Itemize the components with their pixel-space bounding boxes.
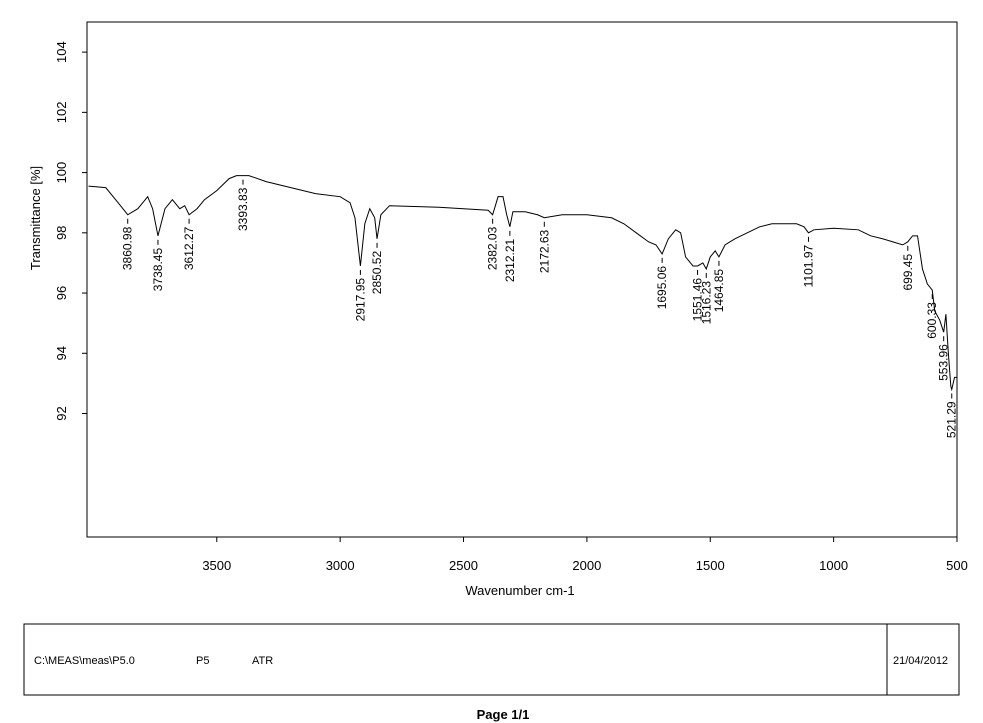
y-tick-label: 92: [54, 406, 69, 420]
x-tick-label: 1500: [696, 558, 725, 573]
x-axis-label: Wavenumber cm-1: [465, 583, 574, 598]
x-tick-label: 3500: [202, 558, 231, 573]
x-tick-label: 2500: [449, 558, 478, 573]
peak-label: 699.45: [901, 254, 915, 291]
peak-label: 1101.97: [801, 245, 815, 288]
mode: ATR: [252, 655, 273, 667]
peak-label: 521.29: [945, 401, 959, 438]
y-tick-label: 100: [54, 162, 69, 184]
peak-label: 2917.95: [353, 278, 367, 322]
y-tick-label: 96: [54, 286, 69, 300]
peak-label: 600.33: [925, 302, 939, 339]
x-tick-label: 2000: [572, 558, 601, 573]
y-tick-label: 98: [54, 226, 69, 240]
x-tick-label: 1000: [819, 558, 848, 573]
peak-label: 3738.45: [151, 248, 165, 292]
x-tick-label: 3000: [326, 558, 355, 573]
peak-label: 553.96: [937, 344, 951, 381]
x-tick-label: 500: [946, 558, 968, 573]
peak-label: 1464.85: [712, 269, 726, 313]
peak-label: 1516.23: [699, 281, 713, 325]
file-path: C:\MEAS\meas\P5.0: [34, 655, 135, 667]
peak-label: 2850.52: [370, 251, 384, 295]
page-number: Page 1/1: [477, 707, 530, 722]
peak-label: 2312.21: [503, 238, 517, 282]
y-axis-label: Transmittance [%]: [28, 166, 43, 270]
peak-label: 1695.06: [655, 266, 669, 310]
sample: P5: [196, 655, 209, 667]
y-tick-label: 104: [54, 41, 69, 63]
peak-label: 1551.46: [691, 278, 705, 322]
spectrum: [88, 175, 957, 392]
date: 21/04/2012: [893, 655, 948, 667]
peak-label: 3612.27: [182, 226, 196, 270]
y-tick-label: 102: [54, 101, 69, 123]
footer-box: [23, 623, 960, 696]
peak-label: 2172.63: [537, 229, 551, 273]
plot-frame: [86, 21, 958, 538]
peak-label: 3393.83: [236, 187, 250, 231]
peak-label: 2382.03: [486, 226, 500, 270]
y-tick-label: 94: [54, 346, 69, 360]
peak-label: 3860.98: [121, 226, 135, 270]
